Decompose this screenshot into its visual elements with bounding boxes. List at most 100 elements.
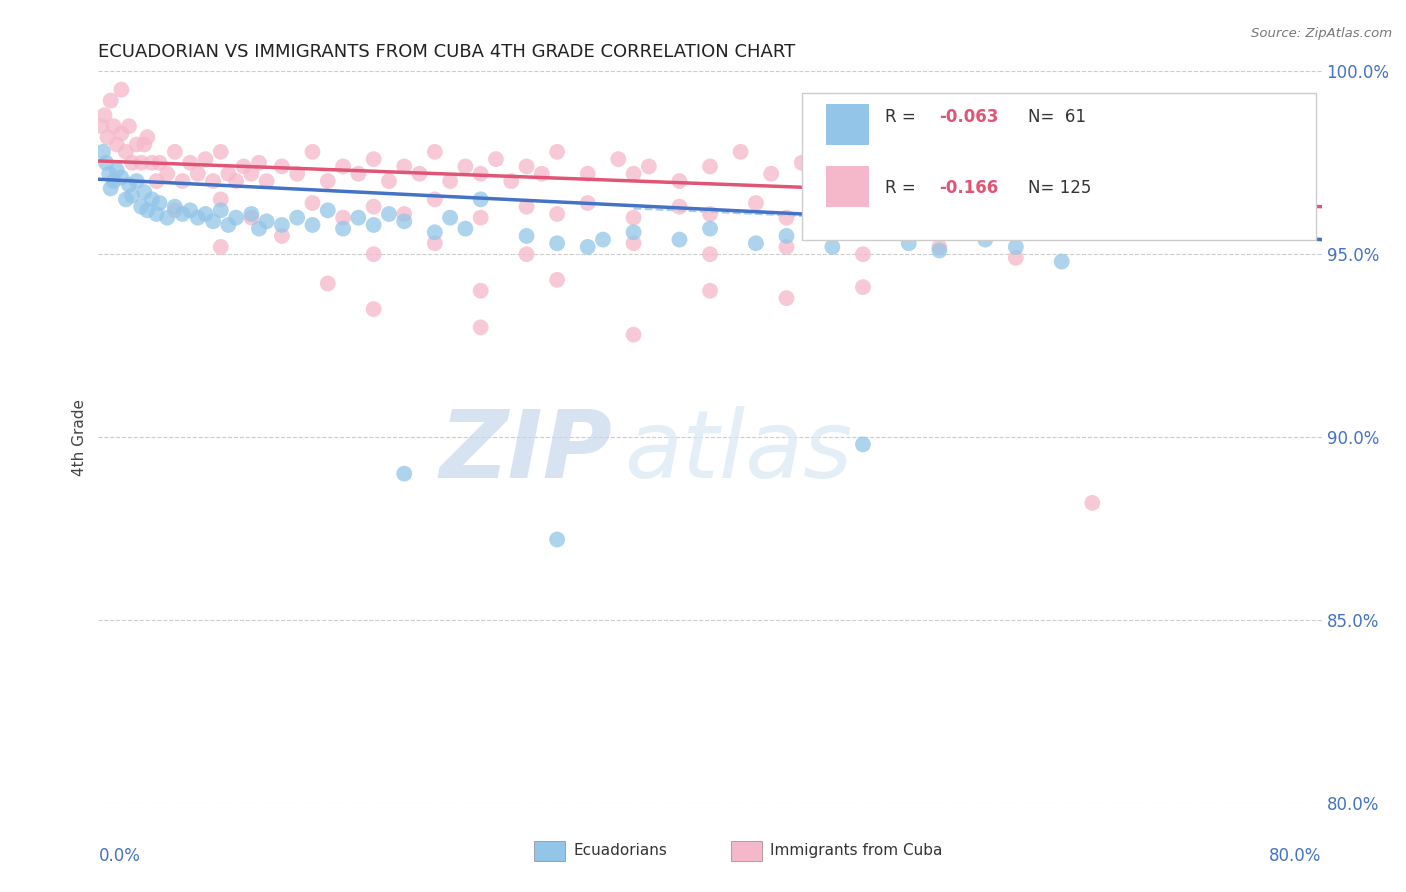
Point (546, 145, 568, 159)
Point (852, 280, 875, 294)
Point (270, 218, 294, 232)
Point (202, 174, 225, 188)
Point (576, 167, 599, 181)
Point (852, 207, 875, 221)
Point (699, 207, 721, 221)
Point (156, 211, 179, 225)
Point (546, 533, 568, 547)
Point (623, 167, 645, 181)
Point (516, 200, 538, 214)
Point (392, 207, 416, 221)
Point (623, 211, 645, 225)
Text: 0.0%: 0.0% (98, 847, 141, 865)
Point (775, 240, 797, 254)
Point (699, 284, 721, 298)
FancyBboxPatch shape (827, 167, 869, 207)
Point (240, 211, 263, 225)
FancyBboxPatch shape (827, 104, 869, 145)
Point (470, 211, 492, 225)
Text: Source: ZipAtlas.com: Source: ZipAtlas.com (1251, 27, 1392, 40)
Point (149, 196, 172, 211)
Point (285, 167, 308, 181)
Text: N=  61: N= 61 (1028, 108, 1085, 126)
Point (974, 160, 997, 174)
Point (105, 137, 128, 152)
Point (576, 196, 599, 211)
Point (125, 137, 148, 152)
Point (240, 207, 263, 221)
Point (225, 211, 247, 225)
Point (285, 211, 308, 225)
Point (576, 240, 599, 254)
Point (623, 236, 645, 251)
Point (225, 174, 247, 188)
Point (516, 229, 538, 244)
Point (98, 167, 121, 181)
Point (454, 221, 477, 235)
Point (439, 174, 461, 188)
Point (110, 127, 132, 141)
Point (607, 152, 630, 166)
Point (470, 284, 492, 298)
Point (90, 120, 112, 134)
Point (134, 137, 156, 152)
Point (347, 167, 370, 181)
Text: R =: R = (884, 108, 921, 126)
Point (546, 236, 568, 251)
Point (363, 200, 385, 214)
Point (516, 247, 538, 261)
Point (121, 188, 143, 202)
Point (332, 160, 354, 174)
Point (332, 211, 354, 225)
Point (1097, 160, 1119, 174)
Point (928, 244, 950, 258)
Point (217, 218, 239, 232)
Point (149, 156, 172, 170)
Point (363, 152, 385, 166)
Point (408, 167, 430, 181)
Point (623, 225, 645, 239)
Point (530, 167, 553, 181)
Text: -0.166: -0.166 (939, 179, 998, 197)
Point (668, 233, 690, 247)
Point (745, 196, 768, 211)
Point (332, 221, 354, 235)
Point (501, 174, 523, 188)
Point (1035, 152, 1057, 166)
Point (546, 207, 568, 221)
Point (852, 437, 875, 451)
Point (516, 160, 538, 174)
Point (378, 207, 401, 221)
Point (301, 145, 323, 159)
Text: Ecuadorians: Ecuadorians (574, 844, 668, 858)
Point (423, 225, 446, 239)
Point (118, 178, 141, 192)
Point (179, 156, 201, 170)
Point (316, 277, 339, 291)
Point (821, 200, 844, 214)
Point (100, 181, 122, 195)
Point (256, 174, 278, 188)
Point (115, 145, 138, 159)
Point (247, 221, 270, 235)
Text: atlas: atlas (624, 406, 852, 497)
Point (928, 196, 950, 211)
Point (974, 233, 997, 247)
Point (775, 229, 797, 244)
Point (301, 218, 323, 232)
Text: ZIP: ZIP (439, 406, 612, 498)
Point (1128, 196, 1150, 211)
Point (454, 160, 477, 174)
Point (1250, 167, 1272, 181)
Point (852, 160, 875, 174)
Point (94, 156, 117, 170)
Point (110, 83, 132, 97)
Point (91, 145, 114, 159)
Point (470, 193, 492, 207)
Point (240, 167, 263, 181)
Point (156, 167, 179, 181)
Point (118, 120, 141, 134)
Point (363, 302, 385, 317)
Point (209, 203, 232, 218)
Point (1004, 240, 1026, 254)
